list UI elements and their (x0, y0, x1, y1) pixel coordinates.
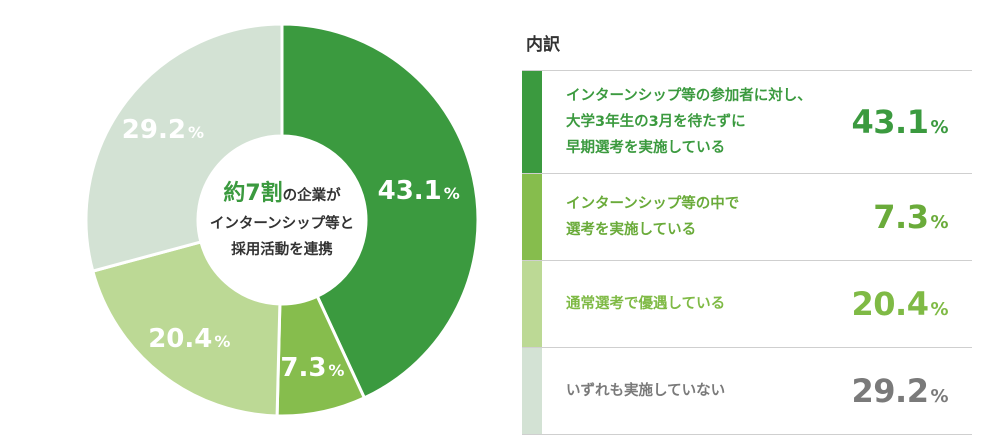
slice-value: 29.2 (122, 115, 186, 145)
legend-title: 内訳 (526, 35, 560, 55)
legend-value-number: 29.2 (851, 372, 929, 410)
legend-value-unit: % (930, 212, 948, 233)
slice-label-1: 43.1% (378, 176, 460, 206)
legend-label: 通常選考で優遇している (566, 291, 846, 317)
slice-unit: % (328, 361, 344, 380)
legend-value: 29.2% (852, 372, 949, 410)
legend-label: インターンシップ等の中で 選考を実施している (566, 191, 846, 243)
donut-slice-4 (84, 22, 284, 273)
center-line-2: インターンシップ等と (210, 214, 354, 232)
donut-chart: 43.1 %7.3 %20.4 %29.2 %約7割の企業がインターンシップ等と採用活動… (84, 22, 480, 418)
legend-value: 43.1% (852, 103, 949, 141)
legend-row-4: いずれも実施していない 29.2% (522, 347, 972, 435)
legend-value-unit: % (930, 386, 948, 407)
legend-value-number: 7.3 (873, 198, 929, 236)
legend-label-line: インターンシップ等の中で (566, 196, 740, 212)
legend-breakdown: 内訳 インターンシップ等の参加者に対し、 大学3年生の3月を待たずに 早期選考を実施… (522, 30, 972, 435)
legend-label-line: 大学3年生の3月を待たずに (566, 114, 746, 130)
legend-label-line: 選考を実施している (566, 222, 697, 238)
legend-row-1: インターンシップ等の参加者に対し、 大学3年生の3月を待たずに 早期選考を実施してい… (522, 70, 972, 173)
legend-rows: インターンシップ等の参加者に対し、 大学3年生の3月を待たずに 早期選考を実施してい… (522, 70, 972, 435)
legend-label: いずれも実施していない (566, 378, 846, 404)
legend-color-swatch (522, 71, 542, 173)
legend-value-unit: % (930, 117, 948, 138)
slice-unit: % (188, 123, 204, 142)
donut-slice-3 (90, 240, 282, 418)
legend-row-3: 通常選考で優遇している 20.4% (522, 260, 972, 347)
legend-color-swatch (522, 261, 542, 347)
legend-value-number: 20.4 (851, 285, 929, 323)
legend-color-swatch (522, 348, 542, 434)
legend-value: 7.3% (873, 198, 948, 236)
slice-value: 43.1 (378, 176, 442, 206)
legend-value-unit: % (930, 299, 948, 320)
legend-row-2: インターンシップ等の中で 選考を実施している 7.3% (522, 173, 972, 260)
slice-label-3: 20.4% (148, 324, 230, 354)
slice-unit: % (444, 184, 460, 203)
legend-color-swatch (522, 174, 542, 260)
slice-unit: % (214, 332, 230, 351)
slice-label-2: 7.3% (280, 353, 344, 383)
legend-label-line: インターンシップ等の参加者に対し、 (566, 88, 812, 104)
slice-label-4: 29.2% (122, 115, 204, 145)
legend-label-line: いずれも実施していない (566, 383, 726, 399)
center-line-3: 採用活動を連携 (231, 240, 333, 258)
legend-label-line: 通常選考で優遇している (566, 296, 726, 312)
center-highlight: 約7割 (223, 180, 282, 206)
center-line-1: 約7割の企業が (223, 180, 341, 206)
legend-label-line: 早期選考を実施している (566, 140, 726, 156)
slice-value: 7.3 (280, 353, 326, 383)
legend-label: インターンシップ等の参加者に対し、 大学3年生の3月を待たずに 早期選考を実施してい… (566, 83, 846, 161)
legend-value: 20.4% (852, 285, 949, 323)
donut-slice-1 (280, 22, 480, 400)
legend-value-number: 43.1 (851, 103, 929, 141)
slice-value: 20.4 (148, 324, 212, 354)
